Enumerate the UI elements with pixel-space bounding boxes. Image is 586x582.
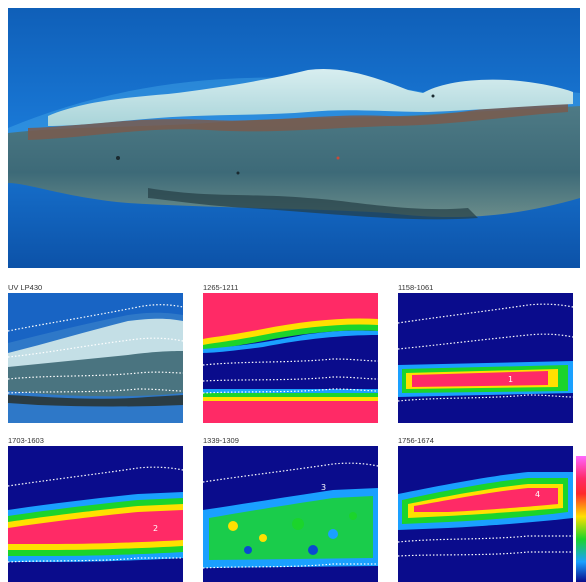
color-scale-bar [576, 456, 586, 582]
band-number-2: 2 [153, 524, 159, 533]
layer-label-III: III [185, 313, 193, 322]
heatmap-1265-1211 [203, 293, 378, 423]
panel-label-1756-1674: 1756-1674 [398, 436, 434, 445]
panel-label-1158-1061: 1158-1061 [398, 283, 434, 292]
uv-cross-section-photo [8, 8, 580, 268]
panel-label-1339-1309: 1339-1309 [203, 436, 239, 445]
panel-label-1703-1603: 1703-1603 [8, 436, 44, 445]
heatmap-1339-1309: 3 [203, 446, 378, 582]
layer-label-I: I [185, 377, 188, 386]
band-number-3: 3 [321, 483, 327, 492]
panel-label-uv: UV LP430 [8, 283, 43, 292]
heatmap-1703-1603: 2 [8, 446, 183, 582]
panel-label-1265-1211: 1265-1211 [203, 283, 239, 292]
heatmap-1756-1674: 4 [398, 446, 573, 582]
heatmap-1158-1061: 1 [398, 293, 573, 423]
layer-label-II: II [185, 352, 190, 361]
band-number-4: 4 [535, 490, 541, 499]
band-number-1: 1 [508, 375, 514, 384]
uv-lp430-panel [8, 293, 183, 423]
